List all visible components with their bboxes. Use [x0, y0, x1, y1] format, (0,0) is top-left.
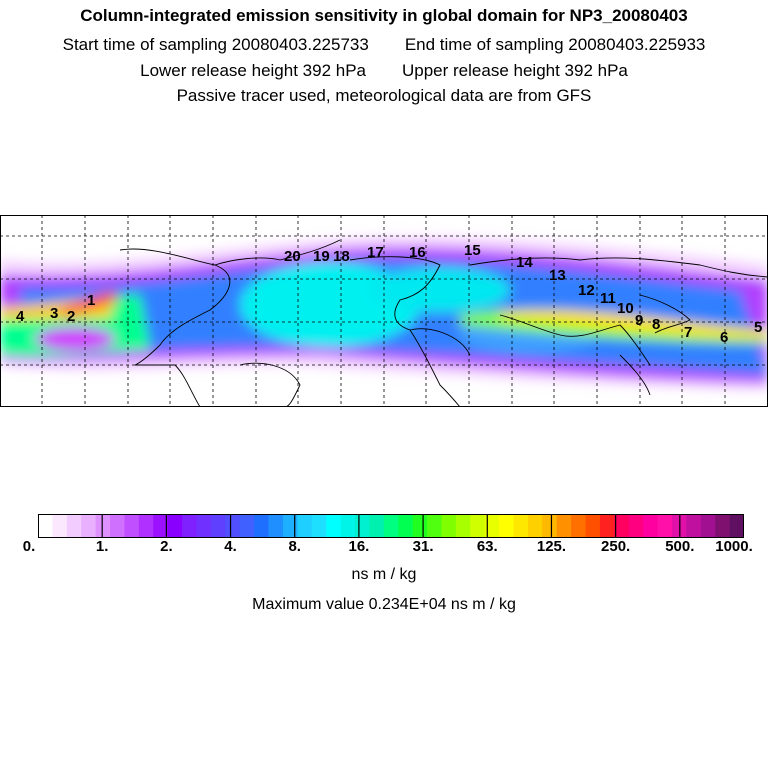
colorbar-cell [225, 514, 241, 538]
colorbar-cell [182, 514, 198, 538]
colorbar-tick-label: 16. [348, 538, 370, 555]
colorbar-cell [398, 514, 414, 538]
colorbar-cell [715, 514, 731, 538]
colorbar-tick-label: 0. [22, 538, 36, 555]
day-label-11: 11 [600, 290, 616, 307]
colorbar-cell [369, 514, 385, 538]
day-label-1: 1 [87, 292, 95, 309]
colorbar-cell [282, 514, 298, 538]
day-label-14: 14 [516, 254, 533, 271]
colorbar-tick-label: 4. [224, 538, 237, 555]
colorbar-cell [340, 514, 356, 538]
colorbar-cell [167, 514, 183, 538]
colorbar-cell [254, 514, 270, 538]
colorbar-cell [542, 514, 558, 538]
maximum-value: Maximum value 0.234E+04 ns m / kg [252, 596, 516, 613]
colorbar-cell [52, 514, 68, 538]
colorbar-cell [484, 514, 500, 538]
start-time: Start time of sampling 20080403.225733 [62, 35, 369, 54]
colorbar-cell [585, 514, 601, 538]
colorbar-tick-label: 500. [665, 538, 695, 555]
colorbar-cell [66, 514, 82, 538]
colorbar-cell [153, 514, 169, 538]
colorbar-cell [527, 514, 543, 538]
colorbar-cell [196, 514, 212, 538]
day-label-3: 3 [50, 305, 58, 322]
day-label-8: 8 [652, 316, 660, 333]
colorbar-cell [110, 514, 126, 538]
colorbar-tick-label: 125. [536, 538, 567, 555]
colorbar-cell [81, 514, 97, 538]
upper-release-height: Upper release height 392 hPa [402, 61, 628, 80]
colorbar-cell [628, 514, 644, 538]
release-heights: Lower release height 392 hPa Upper releas… [0, 61, 768, 81]
colorbar-cell [326, 514, 342, 538]
colorbar-tick-label: 8. [288, 538, 301, 555]
colorbar-cell [700, 514, 716, 538]
day-label-18: 18 [333, 248, 350, 265]
colorbar-cell [124, 514, 140, 538]
colorbar-cell [614, 514, 630, 538]
day-label-17: 17 [367, 244, 384, 261]
day-label-15: 15 [464, 242, 481, 259]
colorbar-cell [599, 514, 615, 538]
day-label-19: 19 [313, 248, 330, 265]
colorbar-cell [513, 514, 529, 538]
colorbar-cell [95, 514, 111, 538]
coastlines [119, 239, 768, 407]
plot-title: Column-integrated emission sensitivity i… [80, 6, 688, 25]
colorbar-cell [268, 514, 284, 538]
colorbar-cell [210, 514, 226, 538]
colorbar-cell [643, 514, 659, 538]
colorbar-tick-label: 63. [476, 538, 498, 555]
colorbar-cell [427, 514, 443, 538]
colorbar-cell [657, 514, 673, 538]
colorbar-cell [412, 514, 428, 538]
day-label-12: 12 [578, 282, 595, 299]
colorbar-frame [38, 514, 744, 538]
day-label-10: 10 [617, 300, 634, 317]
day-label-4: 4 [16, 308, 25, 325]
colorbar-tick-label: 250. [601, 538, 631, 555]
day-label-6: 6 [720, 329, 728, 346]
colorbar-cell [297, 514, 313, 538]
colorbar-tick-label: 1. [95, 538, 109, 555]
day-label-16: 16 [409, 244, 426, 261]
colorbar-cell [138, 514, 154, 538]
colorbar-cell [239, 514, 255, 538]
day-label-7: 7 [684, 324, 692, 341]
colorbar-units: ns m / kg [351, 566, 417, 583]
colorbar-tick-label: 31. [412, 538, 434, 555]
end-time: End time of sampling 20080403.225933 [404, 35, 706, 54]
sampling-times: Start time of sampling 20080403.225733 En… [0, 35, 768, 55]
colorbar-tick-label: 1000. [715, 538, 753, 555]
colorbar-cell [38, 514, 54, 538]
colorbar-cell [686, 514, 702, 538]
tracer-note: Passive tracer used, meteorological data… [176, 86, 592, 105]
colorbar-cell [571, 514, 587, 538]
colorbar-cell [383, 514, 399, 538]
colorbar-cell [441, 514, 457, 538]
colorbar-cell [556, 514, 572, 538]
colorbar-cell [499, 514, 515, 538]
day-label-5: 5 [754, 319, 762, 336]
day-label-20: 20 [284, 248, 301, 265]
day-label-13: 13 [549, 267, 566, 284]
lower-release-height: Lower release height 392 hPa [140, 61, 366, 80]
colorbar-cell [729, 514, 744, 538]
colorbar-tick-label: 2. [160, 538, 173, 555]
day-label-2: 2 [67, 308, 75, 325]
day-label-9: 9 [635, 312, 643, 329]
colorbar-cell [354, 514, 370, 538]
colorbar-cell [455, 514, 471, 538]
colorbar [38, 514, 744, 538]
colorbar-cell [311, 514, 327, 538]
colorbar-cell [470, 514, 486, 538]
